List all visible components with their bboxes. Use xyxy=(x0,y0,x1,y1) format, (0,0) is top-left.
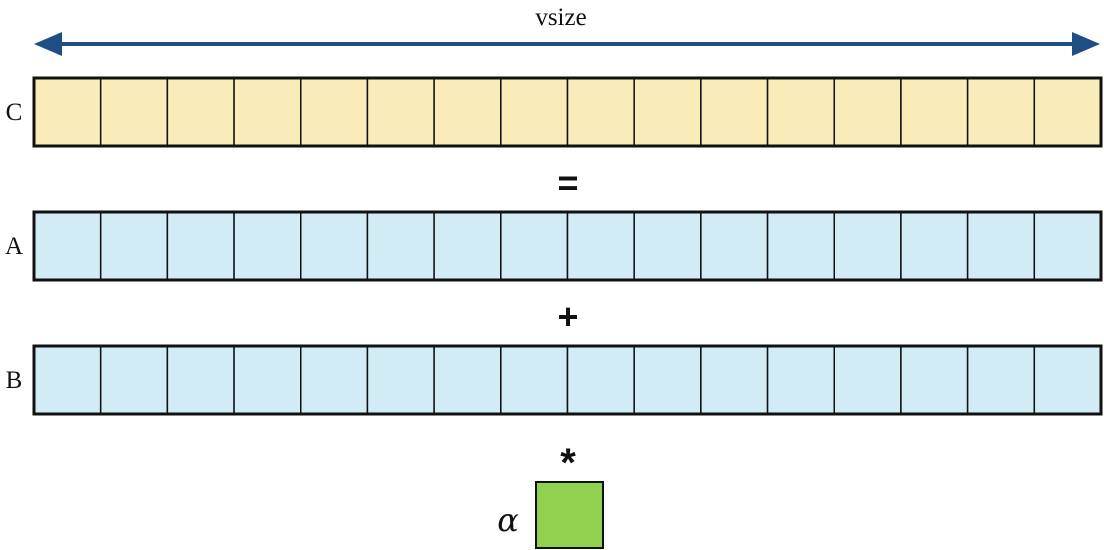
vsize-arrow-right-head xyxy=(1072,32,1100,56)
vector-c-cell-8 xyxy=(566,77,635,147)
vector-a-border xyxy=(32,210,1103,282)
vector-c-cells xyxy=(33,77,1102,147)
vector-a-cell-6 xyxy=(433,211,502,281)
vector-c-cell-11 xyxy=(766,77,835,147)
vector-c-cell-14 xyxy=(966,77,1036,147)
vector-a-label: A xyxy=(5,233,23,260)
vector-b-label: B xyxy=(6,367,23,394)
scalar-alpha-label: α xyxy=(497,501,519,539)
vector-c-cell-1 xyxy=(99,77,169,147)
vsize-arrow xyxy=(34,32,1100,56)
vector-c-cell-2 xyxy=(166,77,235,147)
vector-b-cell-15 xyxy=(1033,345,1102,415)
vector-a: A xyxy=(5,210,1103,282)
vector-b-cell-3 xyxy=(233,345,302,415)
vector-a-cell-4 xyxy=(300,211,369,281)
times-operator: * xyxy=(560,441,576,485)
vector-b-cell-8 xyxy=(566,345,635,415)
vector-a-cell-14 xyxy=(966,211,1036,281)
vector-b-cell-0 xyxy=(33,345,102,415)
vector-c-cell-4 xyxy=(300,77,369,147)
vector-a-cell-9 xyxy=(633,211,702,281)
vector-a-cell-15 xyxy=(1033,211,1102,281)
vector-b-cells xyxy=(33,345,1102,415)
vector-b: B xyxy=(6,344,1103,416)
vector-c-cell-0 xyxy=(33,77,102,147)
vector-a-cell-10 xyxy=(700,211,769,281)
vector-b-cell-6 xyxy=(433,345,502,415)
vector-a-cells xyxy=(33,211,1102,281)
vector-b-cell-9 xyxy=(633,345,702,415)
vector-a-cell-7 xyxy=(500,211,569,281)
vsize-arrow-left-head xyxy=(34,32,62,56)
vector-b-cell-12 xyxy=(833,345,902,415)
vector-c-cell-3 xyxy=(233,77,302,147)
vector-a-cell-11 xyxy=(766,211,835,281)
vector-b-cell-11 xyxy=(766,345,835,415)
vector-b-cell-7 xyxy=(500,345,569,415)
vector-a-cell-0 xyxy=(33,211,102,281)
vector-c-border xyxy=(32,76,1103,148)
vector-b-cell-10 xyxy=(700,345,769,415)
vector-a-cell-12 xyxy=(833,211,902,281)
vector-c-cell-12 xyxy=(833,77,902,147)
vector-b-cell-5 xyxy=(366,345,435,415)
vector-c-cell-15 xyxy=(1033,77,1102,147)
scalar-alpha-box xyxy=(535,481,604,549)
vector-b-border xyxy=(32,344,1103,416)
scalar-alpha: α xyxy=(497,481,604,549)
vector-c-cell-9 xyxy=(633,77,702,147)
vector-c-cell-5 xyxy=(366,77,435,147)
vector-a-cell-3 xyxy=(233,211,302,281)
plus-operator: + xyxy=(557,296,578,337)
vector-a-cell-2 xyxy=(166,211,235,281)
vector-c-cell-7 xyxy=(500,77,569,147)
equals-operator: = xyxy=(557,162,578,203)
vector-b-cell-14 xyxy=(966,345,1036,415)
vector-a-cell-13 xyxy=(900,211,969,281)
vector-c-cell-6 xyxy=(433,77,502,147)
vector-c: C xyxy=(6,76,1103,148)
vector-a-cell-1 xyxy=(99,211,169,281)
vector-b-cell-13 xyxy=(900,345,969,415)
vector-b-cell-1 xyxy=(99,345,169,415)
vector-b-cell-2 xyxy=(166,345,235,415)
vector-b-cell-4 xyxy=(300,345,369,415)
vector-a-cell-8 xyxy=(566,211,635,281)
vector-c-cell-13 xyxy=(900,77,969,147)
vsize-label: vsize xyxy=(535,4,586,31)
vector-c-label: C xyxy=(6,99,23,126)
vector-c-cell-10 xyxy=(700,77,769,147)
vector-a-cell-5 xyxy=(366,211,435,281)
